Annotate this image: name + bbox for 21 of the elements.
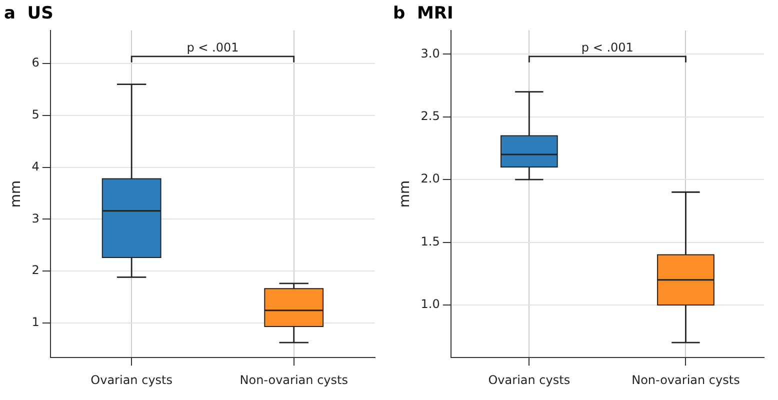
y-axis-title: mm: [397, 180, 414, 208]
y-tick-label: 6: [32, 56, 40, 70]
y-tick-label: 2: [32, 263, 40, 278]
x-tick-label: Non-ovarian cysts: [240, 372, 348, 387]
x-tick-label: Non-ovarian cysts: [632, 372, 740, 387]
chart-title: a US: [4, 4, 54, 24]
chart-title: b MRI: [393, 4, 454, 24]
y-tick-label: 2.0: [420, 172, 440, 186]
y-tick-label: 3.0: [420, 46, 440, 60]
y-tick-label: 1: [32, 314, 40, 329]
y-tick-label: 2.5: [420, 109, 440, 124]
annotation: p < .001: [581, 40, 634, 55]
annotation: p < .001: [186, 40, 239, 55]
x-tick-label: Ovarian cysts: [90, 372, 173, 387]
y-tick-label: 5: [32, 108, 40, 122]
y-tick-label: 3: [32, 211, 40, 226]
y-tick-label: 1.5: [420, 234, 440, 248]
y-tick-label: 1.0: [420, 297, 440, 312]
y-axis-title: mm: [8, 180, 24, 208]
x-tick-label: Ovarian cysts: [488, 372, 570, 387]
y-tick-label: 4: [32, 159, 40, 174]
